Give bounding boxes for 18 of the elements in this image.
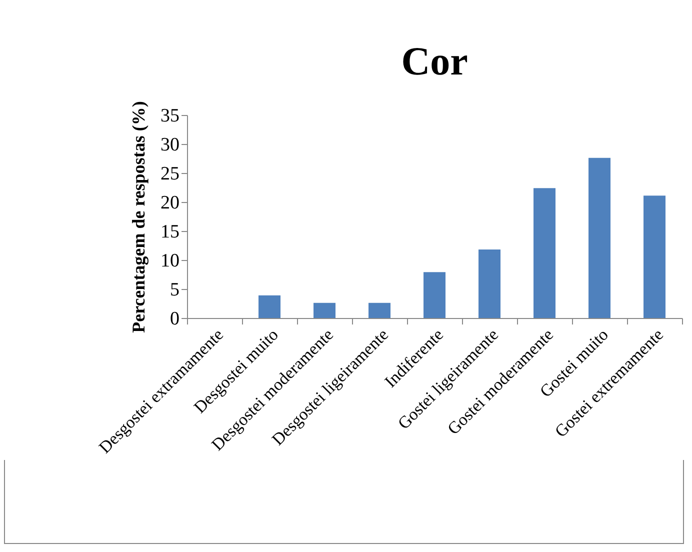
y-tick-label: 10 [160, 250, 180, 272]
bar [368, 302, 390, 318]
y-tick-label: 15 [160, 222, 180, 242]
y-tick-label: 20 [160, 192, 180, 214]
y-tick-label: 30 [160, 134, 180, 156]
bar [588, 158, 610, 318]
bar [644, 196, 666, 318]
bar [314, 302, 336, 318]
y-axis-title: Percentagem de respostas (%) [128, 101, 148, 333]
y-tick-label: 0 [170, 308, 180, 330]
y-tick-label: 25 [160, 164, 180, 184]
chart-title: Cor [401, 38, 468, 84]
bar [534, 188, 556, 318]
y-tick-label: 5 [170, 280, 180, 300]
bar [424, 272, 446, 318]
bar [258, 295, 280, 318]
bar [478, 250, 500, 318]
y-tick-label: 35 [160, 106, 180, 126]
